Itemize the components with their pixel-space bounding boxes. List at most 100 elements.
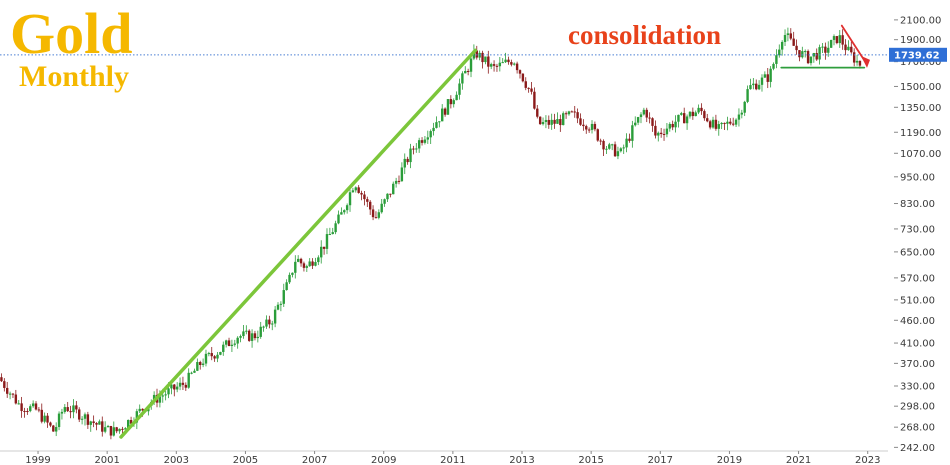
candle-body <box>343 210 346 213</box>
candle-body <box>187 372 190 388</box>
candle-body <box>443 108 447 115</box>
candle-body <box>164 394 167 396</box>
candle-body <box>608 144 611 149</box>
y-tick-label: 510.00 <box>900 295 935 306</box>
candle-body <box>173 384 176 390</box>
chart-title: Gold <box>10 1 133 66</box>
candle-body <box>556 119 559 124</box>
candle-body <box>769 68 772 82</box>
candle-body <box>527 87 530 89</box>
x-tick-label: 2019 <box>717 455 742 465</box>
candle-body <box>49 422 52 426</box>
candle-body <box>57 413 61 428</box>
candle-body <box>288 274 291 283</box>
candle-body <box>276 304 280 310</box>
candle-body <box>69 411 72 413</box>
candle-body <box>798 50 801 58</box>
candle-body <box>726 121 729 124</box>
candle-body <box>795 45 798 51</box>
candle-body <box>720 122 723 125</box>
candle-body <box>383 199 386 204</box>
candle-body <box>98 421 101 425</box>
candle-body <box>247 330 251 341</box>
candle-body <box>334 223 337 233</box>
candle-body <box>308 261 311 267</box>
current-price-tag: 1739.62 <box>889 47 947 62</box>
candle-body <box>700 107 703 112</box>
candle-body <box>665 128 669 135</box>
candle-body <box>631 125 634 141</box>
candle-body <box>657 132 660 136</box>
candle-body <box>562 113 565 126</box>
candle-body <box>386 193 389 200</box>
candle-body <box>245 330 248 332</box>
candle-body <box>838 35 841 44</box>
candle-body <box>841 35 844 45</box>
candle-body <box>397 180 401 182</box>
candle-body <box>544 119 548 123</box>
candle-body <box>446 99 450 115</box>
candle-body <box>772 63 775 69</box>
candle-body <box>207 353 211 355</box>
candle-body <box>628 138 631 141</box>
candle-body <box>619 148 623 152</box>
candle-body <box>311 261 314 266</box>
candle-body <box>541 122 545 125</box>
candle-body <box>299 258 303 264</box>
candle-body <box>824 46 827 53</box>
candle-body <box>844 44 847 51</box>
candle-body <box>818 47 821 60</box>
candle-body <box>815 53 818 60</box>
candle-body <box>392 183 395 195</box>
candle-body <box>158 396 162 403</box>
candle-body <box>109 426 113 436</box>
candle-body <box>409 148 412 163</box>
candle-body <box>127 419 130 429</box>
candle-body <box>14 394 18 404</box>
candle-body <box>432 127 435 132</box>
candle-body <box>322 246 326 249</box>
current-price-label: 1739.62 <box>894 50 940 61</box>
y-tick-label: 268.00 <box>900 423 935 434</box>
candle-body <box>613 144 617 157</box>
candle-body <box>124 428 127 430</box>
candle-body <box>199 362 202 365</box>
candle-body <box>250 333 254 341</box>
candle-body <box>832 36 836 40</box>
candle-body <box>706 118 709 122</box>
candle-body <box>579 118 582 125</box>
y-tick-label: 650.00 <box>900 247 935 258</box>
candle-body <box>438 121 441 123</box>
candlestick-series <box>0 27 862 440</box>
candle-body <box>449 99 453 105</box>
candle-body <box>417 140 421 149</box>
candle-body <box>227 340 231 347</box>
y-tick-label: 2100.00 <box>900 15 941 26</box>
candle-body <box>484 56 487 63</box>
candle-body <box>60 411 64 414</box>
candle-body <box>210 353 213 357</box>
candle-body <box>337 214 340 224</box>
candle-body <box>746 89 749 102</box>
candle-body <box>668 123 671 129</box>
candle-body <box>510 62 513 65</box>
candle-body <box>587 129 591 131</box>
candle-body <box>52 425 55 432</box>
candle-body <box>634 122 637 126</box>
candle-body <box>302 263 306 268</box>
y-axis: 2100.00 1900.00 1700.00 1500.00 1350.00 1190.… <box>894 15 941 454</box>
candle-body <box>435 122 438 128</box>
y-tick-label: 242.00 <box>900 443 935 454</box>
y-tick-label: 410.00 <box>900 339 935 350</box>
candle-body <box>294 261 297 273</box>
candle-body <box>314 262 317 266</box>
candle-body <box>380 203 383 213</box>
candle-body <box>406 158 409 163</box>
y-tick-label: 730.00 <box>900 224 935 235</box>
x-tick-label: 2009 <box>371 455 396 465</box>
candle-body <box>717 124 720 129</box>
y-tick-label: 1700.00 <box>900 57 941 68</box>
y-tick-label: 570.00 <box>900 273 935 284</box>
candle-body <box>201 363 205 365</box>
